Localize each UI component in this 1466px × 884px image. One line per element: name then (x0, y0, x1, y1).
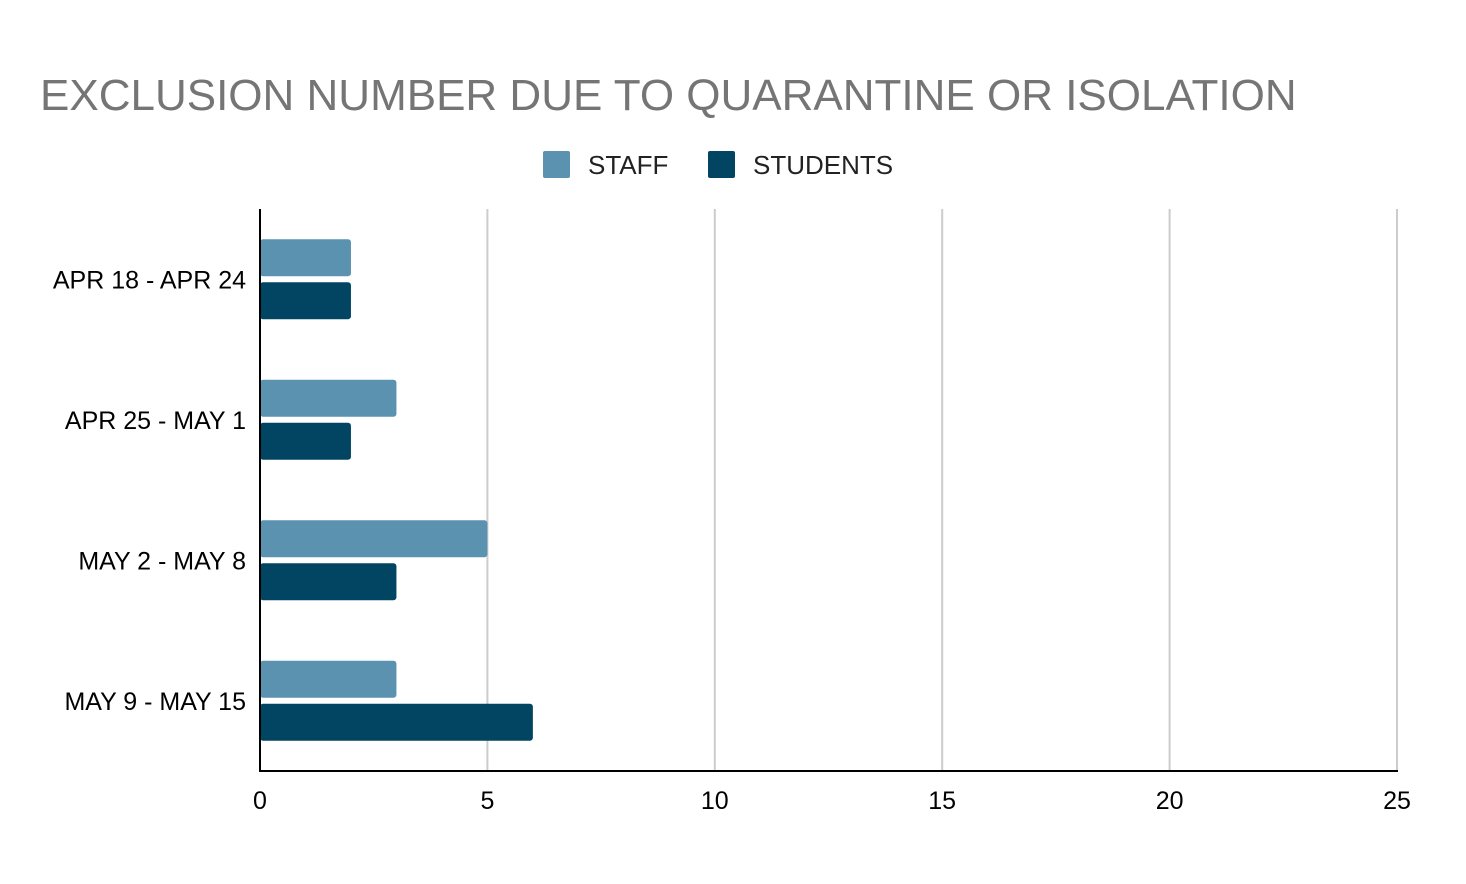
bar-students-0 (260, 282, 351, 320)
x-tick-label-5: 5 (480, 787, 494, 815)
legend-label-students: STUDENTS (753, 150, 893, 180)
legend: STAFF STUDENTS (543, 150, 893, 180)
x-tick-label-0: 0 (253, 787, 267, 815)
bar-staff-3 (260, 660, 397, 698)
bar-students-1 (260, 422, 351, 460)
bar-staff-1 (260, 379, 397, 417)
bar-students-3 (260, 703, 533, 741)
bar-staff-0 (260, 239, 351, 277)
legend-label-staff: STAFF (588, 150, 668, 180)
category-label-2: MAY 2 - MAY 8 (78, 547, 246, 575)
axes (259, 209, 1398, 772)
legend-swatch-staff (543, 151, 570, 178)
bar-students-2 (260, 563, 397, 601)
category-labels: APR 18 - APR 24 APR 25 - MAY 1 MAY 2 - MAY… (53, 266, 246, 716)
x-tick-label-15: 15 (928, 787, 956, 815)
category-label-0: APR 18 - APR 24 (53, 266, 246, 294)
category-label-3: MAY 9 - MAY 15 (64, 688, 246, 716)
category-label-1: APR 25 - MAY 1 (65, 407, 246, 435)
bar-staff-2 (260, 520, 488, 558)
bars (260, 239, 533, 741)
x-tick-label-10: 10 (701, 787, 729, 815)
x-tick-labels: 0 5 10 15 20 25 (253, 787, 1411, 815)
chart-title: EXCLUSION NUMBER DUE TO QUARANTINE OR IS… (40, 71, 1297, 120)
x-tick-label-20: 20 (1156, 787, 1184, 815)
legend-swatch-students (708, 151, 735, 178)
x-tick-label-25: 25 (1383, 787, 1411, 815)
gridlines (486, 209, 1398, 771)
